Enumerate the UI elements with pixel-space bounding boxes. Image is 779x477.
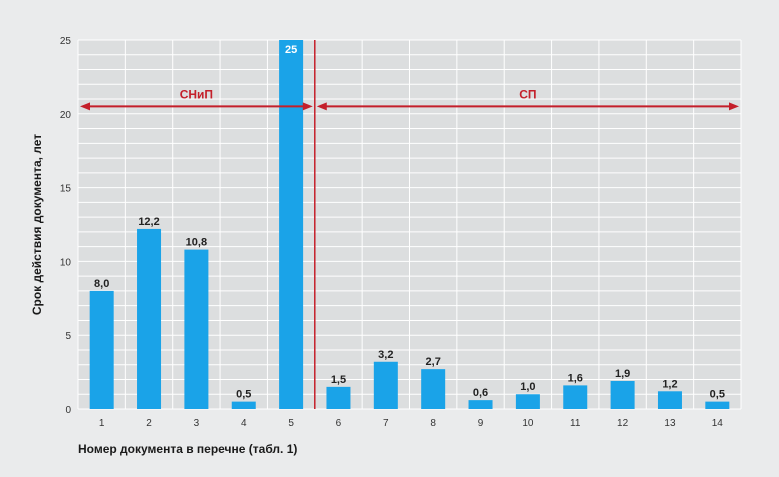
bar-value-label-7: 3,2	[378, 349, 393, 361]
y-tick-label: 10	[60, 257, 72, 268]
x-tick-label: 6	[336, 418, 342, 429]
bar-2	[137, 228, 162, 409]
bar-value-label-2: 12,2	[138, 216, 159, 228]
x-tick-label: 12	[617, 418, 629, 429]
bar-6	[326, 386, 351, 409]
bar-3	[184, 249, 209, 409]
bar-value-label-9: 0,6	[473, 387, 488, 399]
bar-value-label-8: 2,7	[426, 356, 441, 368]
x-tick-label: 13	[664, 418, 676, 429]
bar-1	[89, 290, 114, 409]
x-tick-label: 2	[146, 418, 152, 429]
y-axis-ticks: 0 5 10 15 20 25	[60, 36, 72, 416]
bar-value-label-6: 1,5	[331, 374, 346, 386]
bar-4	[231, 401, 256, 409]
bar-value-label-1: 8,0	[94, 278, 109, 290]
y-tick-label: 15	[60, 184, 72, 195]
bar-9	[468, 400, 493, 409]
x-tick-label: 9	[478, 418, 484, 429]
bar-7	[373, 361, 398, 409]
x-axis-ticks: 1 2 3 4 5 6 7 8 9 10 11 12 13 14	[99, 418, 723, 429]
bars	[89, 40, 730, 409]
x-tick-label: 3	[194, 418, 200, 429]
bar-value-label-13: 1,2	[662, 378, 677, 390]
x-axis-label: Номер документа в перечне (табл. 1)	[78, 442, 297, 456]
y-tick-label: 0	[65, 405, 71, 416]
bar-value-label-5: 25	[285, 44, 297, 56]
y-axis-label: Срок действия документа, лет	[30, 134, 44, 315]
bar-11	[563, 385, 588, 409]
bar-value-labels: 8,0 12,2 10,8 0,5 25 1,5 3,2 2,7 0,6 1,0 1,6 1,9 1,2…	[94, 44, 725, 401]
region-markers: СНиП СП	[80, 40, 739, 409]
x-tick-label: 4	[241, 418, 247, 429]
y-tick-label: 25	[60, 36, 72, 47]
region-label-snip: СНиП	[180, 87, 213, 101]
bar-13	[657, 391, 682, 409]
bar-value-label-14: 0,5	[710, 389, 725, 401]
x-tick-label: 14	[712, 418, 724, 429]
bar-14	[705, 401, 730, 409]
bar-value-label-12: 1,9	[615, 368, 630, 380]
bar-12	[610, 380, 635, 409]
bar-value-label-10: 1,0	[520, 381, 535, 393]
x-tick-label: 8	[430, 418, 436, 429]
x-tick-label: 1	[99, 418, 105, 429]
bar-value-label-3: 10,8	[186, 237, 207, 249]
bar-value-label-4: 0,5	[236, 389, 251, 401]
bar-value-label-11: 1,6	[568, 372, 583, 384]
region-arrow-sp	[316, 102, 739, 111]
x-tick-label: 7	[383, 418, 389, 429]
region-label-sp: СП	[519, 87, 536, 101]
region-arrow-snip	[80, 102, 313, 111]
bar-5	[279, 40, 304, 409]
y-tick-label: 20	[60, 110, 72, 121]
y-tick-label: 5	[65, 331, 71, 342]
bar-10	[515, 394, 540, 409]
x-tick-label: 10	[522, 418, 534, 429]
x-tick-label: 11	[570, 418, 581, 429]
bar-8	[421, 369, 446, 409]
x-tick-label: 5	[288, 418, 294, 429]
